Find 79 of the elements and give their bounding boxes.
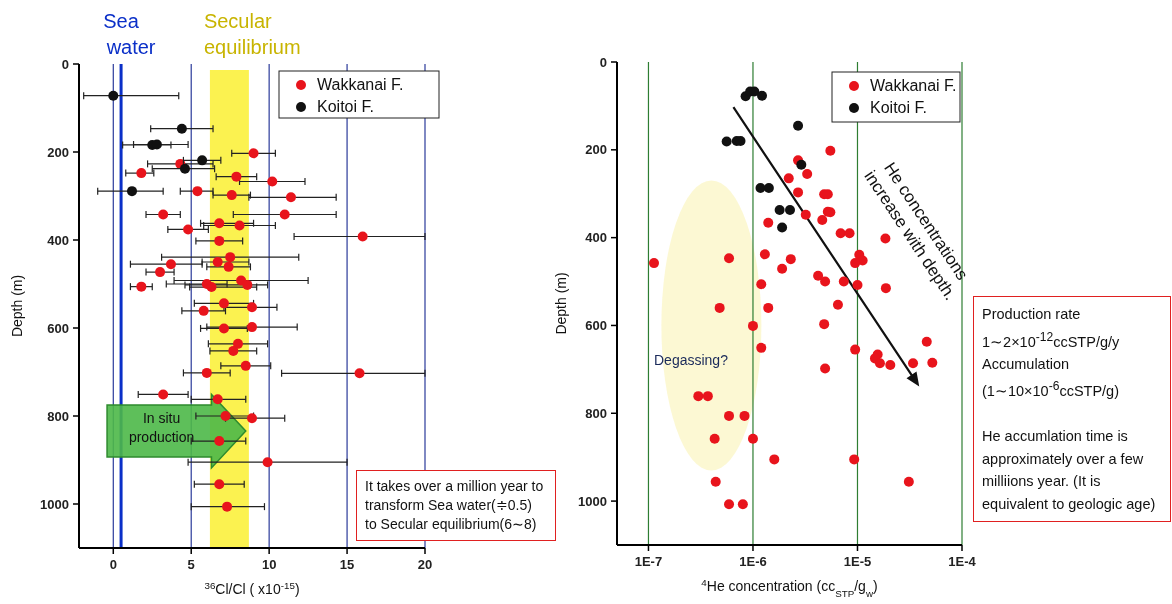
annotation: Degassing? [654,351,729,368]
point [206,282,217,293]
point [214,235,225,246]
y-tick-label: 200 [47,144,69,160]
point [198,305,209,316]
y-tick-label: 200 [585,142,607,158]
y-axis-title: Depth (m) [9,274,25,338]
y-tick-label: 1000 [40,496,69,512]
annotation: In situ production [127,409,196,448]
x-tick-label: 1E-6 [739,554,767,569]
point [262,457,273,468]
text: Production rate 1∼2×10$^{-12}$ccSTP/g/y Accumulation (1∼10×10$^{-6}$ccSTP/g) He accumlation time is approximately over a few milliions year. (It is equivalent to geologic age) [982,306,1156,512]
x-tick-label: 10 [261,557,277,572]
point [108,90,119,101]
point [136,168,147,179]
y-tick-label: 1000 [578,493,607,509]
legend-label: Wakkanai F. [870,77,957,94]
point [354,368,365,379]
point [247,413,257,424]
point [214,479,225,490]
point [279,209,290,220]
point [285,192,296,203]
x-axis-title: $^{4}$He concentration (cc$_{STP}$/g$_{w}$) [701,576,878,599]
point [176,123,187,134]
point [220,411,231,421]
y-tick-label: 600 [47,320,69,336]
point [155,267,166,278]
point [165,259,176,270]
point [247,302,257,313]
point [226,190,237,201]
y-tick-label: 400 [585,230,607,246]
point [192,186,203,197]
point [357,231,368,242]
x-axis-title: $^{36}$Cl/Cl ( x10$^{-15}$) [204,579,300,597]
point [240,360,251,371]
legend-label: Wakkanai F. [317,76,404,93]
point [232,338,243,349]
legend-label: Koitoi F. [317,98,374,115]
y-tick-label: 800 [47,408,69,424]
point [247,322,257,333]
point [214,436,225,447]
point [222,501,233,512]
point [212,394,223,405]
point [201,367,212,378]
x-tick-label: 20 [417,557,433,572]
point [228,345,239,356]
ref-line-label: Sea water [103,10,156,58]
point [223,261,234,272]
y-tick-label: 0 [61,56,69,72]
band-label: Secular equilibrium [203,10,301,58]
point [158,209,169,220]
point [248,148,259,159]
y-tick-label: 0 [599,54,607,70]
point [242,279,253,290]
x-tick-label: 1E-7 [634,554,663,569]
x-tick-label: 0 [109,557,117,572]
point [267,176,278,187]
point [179,163,190,174]
x-tick-label: 1E-4 [948,554,977,569]
annotation: It takes over a million year to transform Sea water(≑0.5) to Secular equilibrium(6∼8) [356,470,556,541]
y-tick-label: 400 [47,232,69,248]
x-tick-label: 5 [187,557,195,572]
x-tick-label: 15 [339,557,355,572]
y-tick-label: 600 [585,317,607,333]
legend-label: Koitoi F. [870,99,927,116]
point [212,257,223,267]
point [136,281,147,292]
x-tick-label: 1E-5 [843,554,872,569]
y-tick-label: 800 [585,405,607,421]
point [218,323,229,334]
point [197,155,208,166]
point [126,186,137,197]
y-axis-title: Depth (m) [553,272,569,335]
point [234,220,245,231]
point [225,252,236,263]
point [158,389,169,400]
point [231,171,242,182]
point [214,218,225,229]
point [183,224,194,235]
